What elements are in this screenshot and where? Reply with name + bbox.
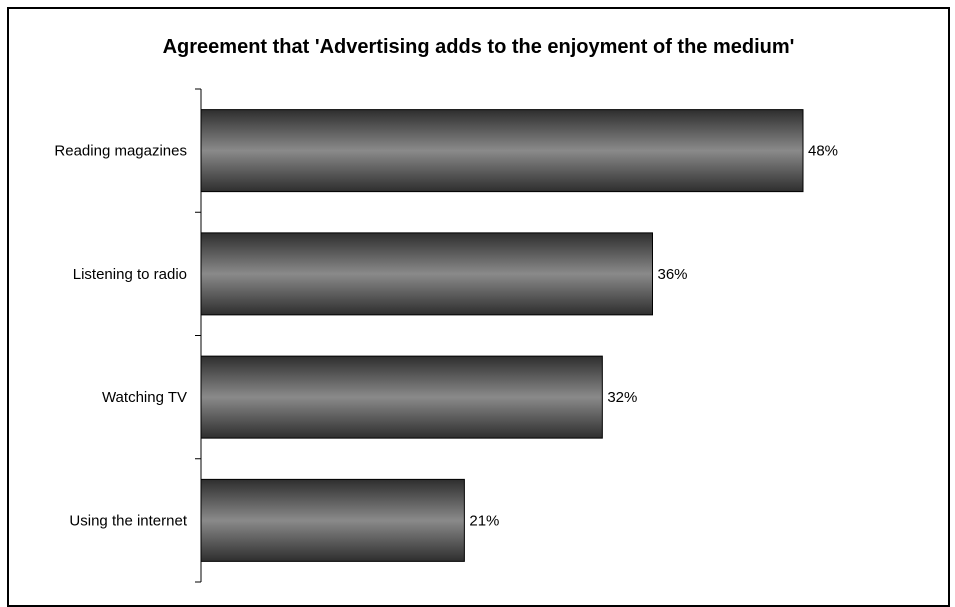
chart-title: Agreement that 'Advertising adds to the … (162, 36, 795, 58)
category-label-1: Listening to radio (73, 266, 187, 283)
bar-2 (200, 355, 603, 439)
value-label-0: 48% (808, 143, 838, 160)
category-label-0: Reading magazines (54, 143, 187, 160)
category-label-2: Watching TV (102, 389, 187, 406)
bar-1 (200, 232, 653, 316)
value-label-3: 21% (469, 512, 499, 529)
bar-0 (200, 109, 804, 193)
bar-3 (200, 478, 465, 562)
value-label-2: 32% (607, 389, 637, 406)
value-label-1: 36% (658, 266, 688, 283)
bar-chart: Reading magazines 48% Listening to radio 36… (54, 88, 838, 583)
category-label-3: Using the internet (69, 512, 187, 529)
